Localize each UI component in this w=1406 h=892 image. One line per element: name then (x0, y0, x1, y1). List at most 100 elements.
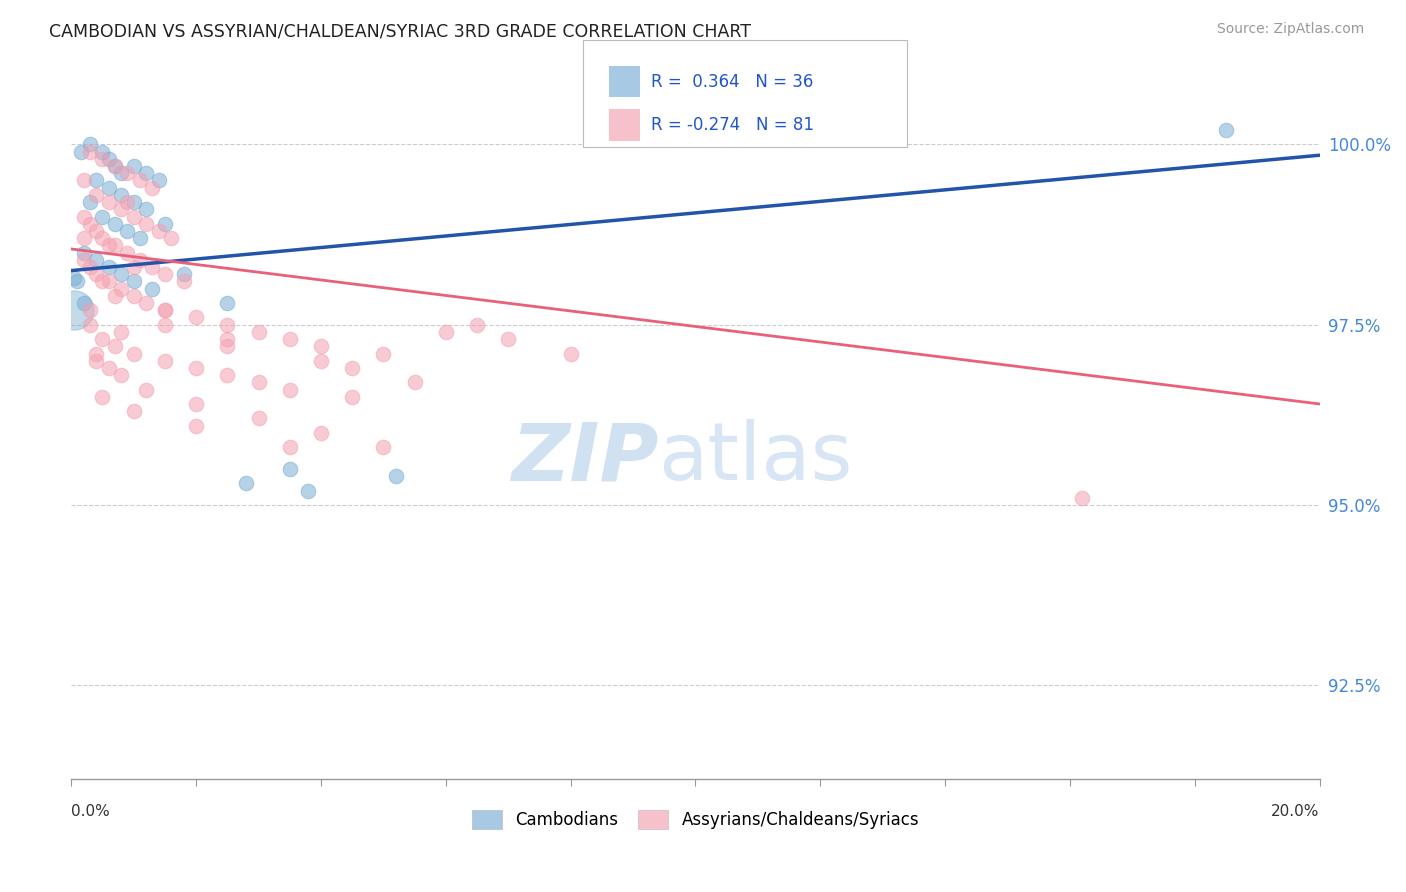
Point (141, 282, 163, 296)
Text: R = -0.274   N = 81: R = -0.274 N = 81 (651, 116, 814, 134)
Point (91, 390, 114, 404)
Point (104, 217, 127, 231)
Point (135, 202, 157, 217)
Point (373, 346, 395, 360)
Point (79, 318, 101, 332)
Point (110, 368, 132, 383)
Point (465, 318, 488, 332)
Point (73, 231, 96, 245)
Text: 20.0%: 20.0% (1271, 805, 1320, 819)
Point (110, 282, 132, 296)
Point (141, 180, 163, 194)
Point (278, 332, 301, 346)
Point (309, 353, 332, 368)
Point (560, 346, 582, 360)
Point (297, 483, 319, 498)
Point (66, 274, 89, 288)
Point (104, 339, 127, 353)
Point (84, 224, 107, 238)
Point (73, 210, 96, 224)
Point (309, 425, 332, 440)
Point (122, 274, 145, 288)
Point (122, 159, 145, 173)
Point (117, 245, 139, 260)
Point (153, 318, 176, 332)
Text: R =  0.364   N = 36: R = 0.364 N = 36 (651, 73, 813, 91)
Point (117, 166, 139, 180)
Point (91, 145, 114, 159)
Point (63, 270, 86, 285)
Point (278, 440, 301, 454)
Point (79, 303, 101, 318)
Point (385, 469, 408, 483)
Point (84, 346, 107, 360)
Text: Source: ZipAtlas.com: Source: ZipAtlas.com (1216, 22, 1364, 37)
Point (160, 231, 183, 245)
Point (110, 187, 132, 202)
Point (84, 173, 107, 187)
Text: 0.0%: 0.0% (72, 805, 110, 819)
Point (340, 360, 363, 375)
Point (309, 339, 332, 353)
Point (104, 159, 127, 173)
Point (91, 231, 114, 245)
Point (110, 267, 132, 281)
Point (79, 137, 101, 152)
Point (340, 390, 363, 404)
Point (122, 260, 145, 274)
Point (135, 217, 157, 231)
Point (153, 303, 176, 318)
Point (79, 260, 101, 274)
Point (153, 217, 176, 231)
Legend: Cambodians, Assyrians/Chaldeans/Syriacs: Cambodians, Assyrians/Chaldeans/Syriacs (465, 804, 925, 836)
Point (73, 252, 96, 267)
Point (79, 195, 101, 210)
Point (135, 383, 157, 397)
Point (69, 145, 91, 159)
Point (79, 217, 101, 231)
Point (184, 360, 207, 375)
Point (122, 289, 145, 303)
Point (84, 252, 107, 267)
Point (63, 303, 86, 318)
Point (110, 166, 132, 180)
Point (97, 152, 120, 166)
Point (122, 346, 145, 360)
Point (173, 267, 195, 281)
Point (129, 231, 152, 245)
Point (73, 245, 96, 260)
Point (135, 296, 157, 310)
Point (1215, 123, 1237, 137)
Point (84, 353, 107, 368)
Text: ZIP: ZIP (510, 419, 658, 498)
Point (129, 252, 152, 267)
Point (79, 145, 101, 159)
Point (91, 152, 114, 166)
Point (122, 404, 145, 418)
Text: atlas: atlas (658, 419, 852, 498)
Point (184, 397, 207, 411)
Point (148, 173, 170, 187)
Point (247, 376, 270, 390)
Point (404, 376, 426, 390)
Point (110, 325, 132, 339)
Point (247, 411, 270, 425)
Point (278, 462, 301, 476)
Point (247, 325, 270, 339)
Text: CAMBODIAN VS ASSYRIAN/CHALDEAN/SYRIAC 3RD GRADE CORRELATION CHART: CAMBODIAN VS ASSYRIAN/CHALDEAN/SYRIAC 3R… (49, 22, 751, 40)
Point (278, 383, 301, 397)
Point (217, 339, 239, 353)
Point (153, 267, 176, 281)
Point (97, 180, 120, 194)
Point (373, 440, 395, 454)
Point (97, 260, 120, 274)
Point (184, 418, 207, 433)
Point (434, 325, 457, 339)
Point (153, 303, 176, 318)
Point (235, 476, 257, 491)
Point (97, 238, 120, 252)
Point (110, 202, 132, 217)
Point (91, 210, 114, 224)
Point (97, 195, 120, 210)
Point (122, 210, 145, 224)
